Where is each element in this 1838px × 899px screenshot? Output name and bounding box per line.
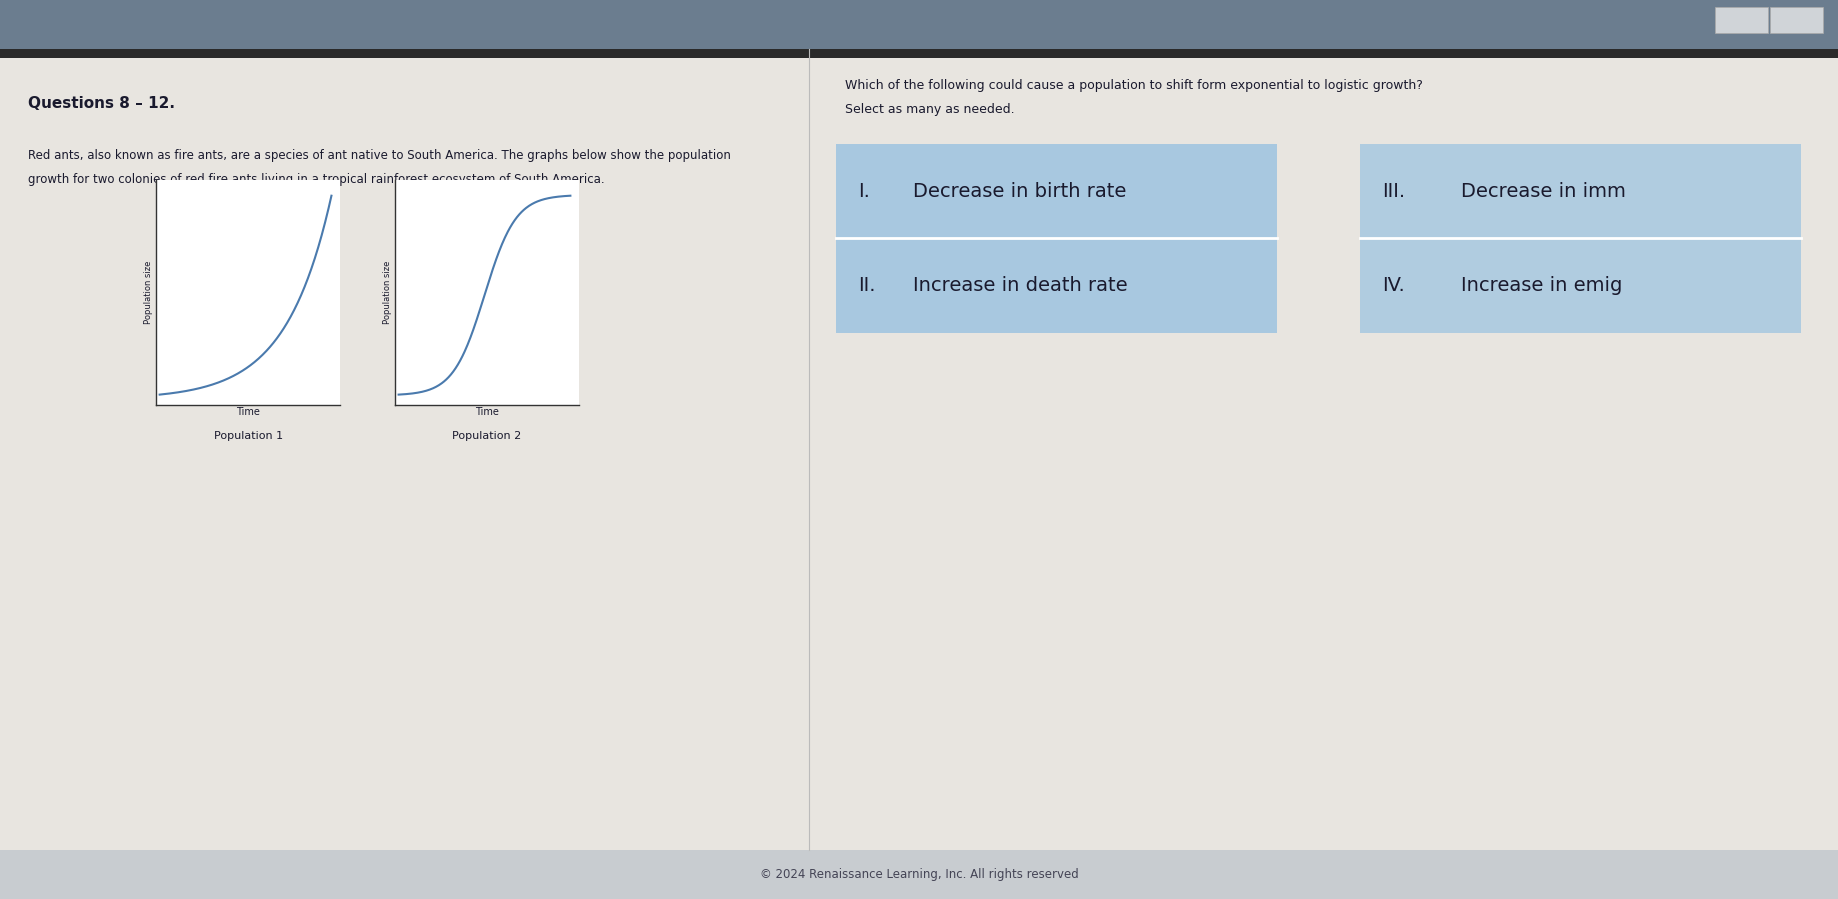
Text: Red ants, also known as fire ants, are a species of ant native to South America.: Red ants, also known as fire ants, are a…	[28, 149, 730, 162]
Text: Increase in emig: Increase in emig	[1461, 276, 1623, 295]
FancyBboxPatch shape	[0, 58, 1838, 850]
Text: growth for two colonies of red fire ants living in a tropical rainforest ecosyst: growth for two colonies of red fire ants…	[28, 174, 605, 186]
FancyBboxPatch shape	[1770, 7, 1823, 33]
Text: Select as many as needed.: Select as many as needed.	[845, 103, 1015, 116]
Text: Decrease in birth rate: Decrease in birth rate	[913, 182, 1127, 200]
Text: Population 2: Population 2	[452, 431, 522, 441]
FancyBboxPatch shape	[1360, 144, 1801, 333]
Text: Which of the following could cause a population to shift form exponential to log: Which of the following could cause a pop…	[845, 79, 1423, 92]
FancyBboxPatch shape	[836, 144, 1277, 333]
Text: © 2024 Renaissance Learning, Inc. All rights reserved: © 2024 Renaissance Learning, Inc. All ri…	[759, 868, 1079, 881]
Y-axis label: Population size: Population size	[145, 261, 153, 324]
Y-axis label: Population size: Population size	[384, 261, 391, 324]
Text: II.: II.	[858, 276, 877, 295]
Text: Increase in death rate: Increase in death rate	[913, 276, 1129, 295]
Text: Population 1: Population 1	[213, 431, 283, 441]
FancyBboxPatch shape	[0, 850, 1838, 899]
Text: I.: I.	[858, 182, 869, 200]
FancyBboxPatch shape	[0, 0, 1838, 49]
FancyBboxPatch shape	[1715, 7, 1768, 33]
X-axis label: Time: Time	[237, 407, 259, 417]
Text: Decrease in imm: Decrease in imm	[1461, 182, 1627, 200]
X-axis label: Time: Time	[476, 407, 498, 417]
Text: III.: III.	[1382, 182, 1406, 200]
Text: Questions 8 – 12.: Questions 8 – 12.	[28, 96, 175, 111]
Text: IV.: IV.	[1382, 276, 1404, 295]
